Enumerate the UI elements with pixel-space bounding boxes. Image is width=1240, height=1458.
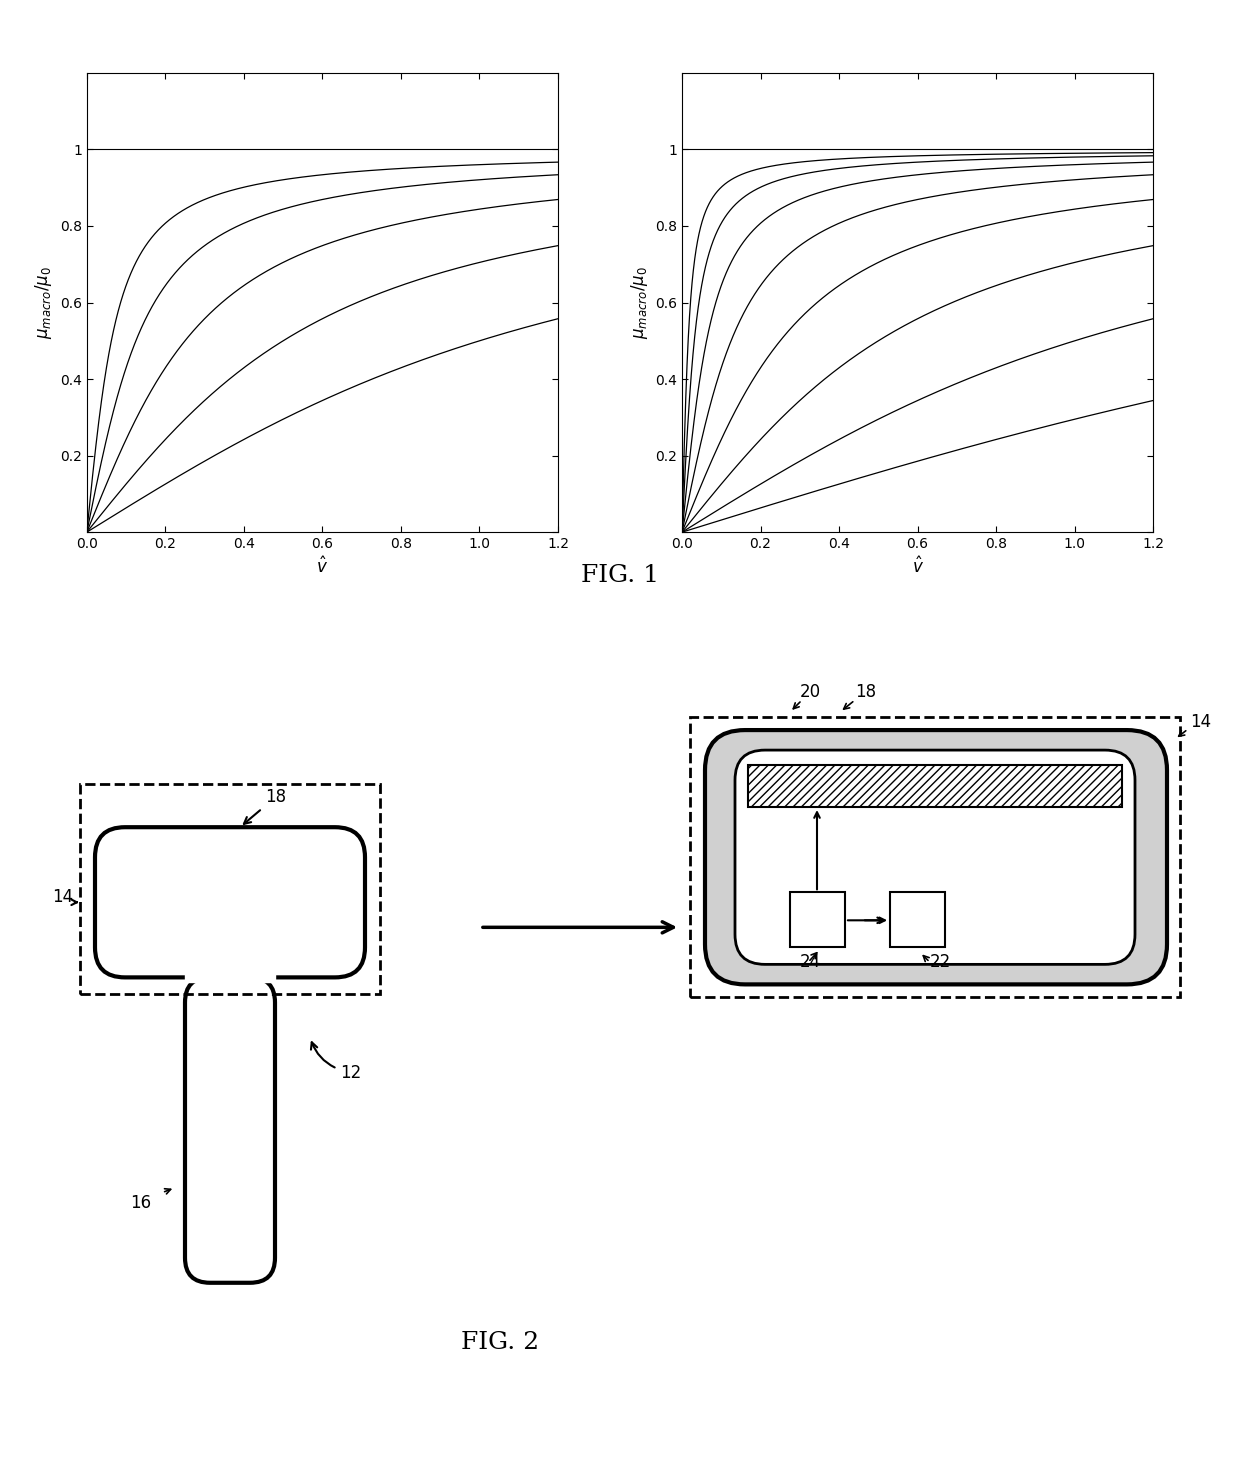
- Text: 14: 14: [1190, 713, 1211, 730]
- FancyBboxPatch shape: [185, 977, 275, 1283]
- Text: 12: 12: [311, 1042, 361, 1082]
- Text: FIG. 2: FIG. 2: [461, 1331, 539, 1354]
- Text: 24: 24: [800, 954, 821, 971]
- Text: 14: 14: [52, 888, 73, 907]
- FancyBboxPatch shape: [706, 730, 1167, 984]
- Text: 20: 20: [800, 682, 821, 701]
- Text: 18: 18: [244, 789, 286, 824]
- Text: 18: 18: [856, 682, 877, 701]
- Bar: [748, 765, 1122, 808]
- Bar: [790, 892, 844, 948]
- FancyBboxPatch shape: [735, 749, 1135, 964]
- Text: 16: 16: [130, 1194, 151, 1212]
- X-axis label: $\hat{v}$: $\hat{v}$: [316, 557, 329, 577]
- Polygon shape: [185, 972, 275, 983]
- FancyBboxPatch shape: [95, 827, 365, 977]
- Y-axis label: $\mu_{macro}/\mu_0$: $\mu_{macro}/\mu_0$: [33, 267, 55, 338]
- Text: FIG. 1: FIG. 1: [582, 564, 658, 588]
- Bar: [890, 892, 945, 948]
- X-axis label: $\hat{v}$: $\hat{v}$: [911, 557, 924, 577]
- Y-axis label: $\mu_{macro}/\mu_0$: $\mu_{macro}/\mu_0$: [629, 267, 650, 338]
- Text: 22: 22: [930, 954, 951, 971]
